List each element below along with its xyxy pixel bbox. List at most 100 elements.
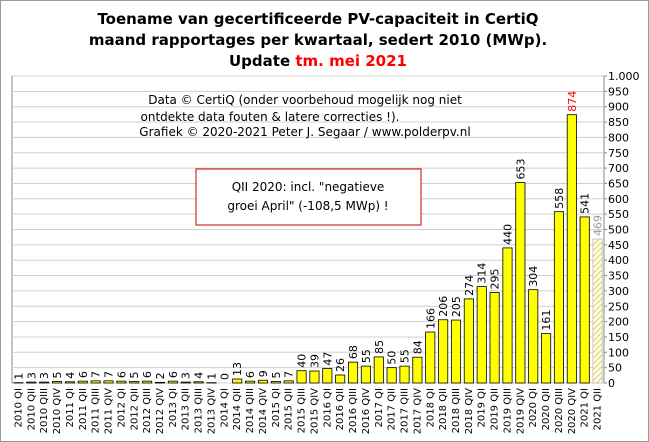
x-tick-label: 2013 QII	[181, 388, 192, 430]
value-label: 84	[411, 340, 424, 354]
subtitle: Update tm. mei 2021	[229, 52, 407, 70]
bar	[90, 380, 101, 384]
value-label: 6	[167, 371, 180, 378]
value-label: 0	[218, 373, 231, 380]
x-tick-label: 2010 QI	[13, 388, 24, 427]
bar	[232, 378, 243, 384]
x-tick-label: 2012 QI	[116, 388, 127, 427]
y-tick-label: 450	[608, 239, 629, 252]
value-label: 9	[257, 370, 270, 377]
value-label: 6	[244, 371, 257, 378]
bar	[309, 370, 320, 384]
value-label: 205	[450, 296, 463, 317]
bar	[386, 367, 397, 384]
bar	[26, 381, 37, 384]
y-tick-label: 150	[608, 331, 629, 344]
x-tick-label: 2011 QIII	[91, 388, 102, 433]
x-tick-label: 2013 QI	[168, 388, 179, 427]
y-tick-label: 0	[608, 377, 615, 390]
value-label: 558	[553, 188, 566, 209]
bar	[270, 381, 281, 384]
bar	[154, 381, 166, 384]
value-label: 440	[501, 224, 514, 245]
x-tick-label: 2010 QIII	[39, 388, 50, 433]
bar	[77, 380, 88, 384]
value-label: 3	[38, 372, 51, 379]
x-tick-label: 2017 QIII	[400, 388, 411, 433]
value-label: 85	[373, 340, 386, 354]
x-tick-label: 2014 QIV	[258, 388, 269, 434]
bar	[116, 380, 127, 384]
x-tick-label: 2013 QIV	[206, 388, 217, 434]
y-tick-label: 350	[608, 270, 629, 283]
value-label: 295	[489, 268, 502, 289]
bar	[592, 238, 603, 384]
value-label: 4	[193, 372, 206, 379]
bar	[64, 381, 75, 384]
bar	[528, 289, 539, 384]
subtitle-highlight: tm. mei 2021	[295, 52, 407, 70]
value-label: 874	[566, 91, 579, 112]
x-tick-label: 2018 QI	[425, 388, 436, 427]
value-label: 5	[128, 371, 141, 378]
bar	[425, 331, 436, 384]
x-tick-label: 2017 QIV	[412, 388, 423, 434]
x-tick-label: 2021 QII	[593, 388, 604, 430]
value-label: 6	[77, 371, 90, 378]
x-tick-label: 2020 QII	[541, 388, 552, 430]
bar	[399, 365, 410, 384]
bar	[103, 380, 114, 384]
x-tick-label: 2015 QIII	[297, 388, 308, 433]
x-tick-label: 2018 QIII	[451, 388, 462, 433]
value-label: 274	[463, 275, 476, 296]
x-tick-label: 2014 QIII	[245, 388, 256, 433]
value-label: 6	[115, 371, 128, 378]
y-tick-label: 200	[608, 316, 629, 329]
value-label: 3	[25, 372, 38, 379]
value-label: 39	[308, 354, 321, 368]
x-tick-label: 2015 QII	[284, 388, 295, 430]
value-label: 161	[540, 310, 553, 331]
bar	[579, 216, 590, 384]
y-tick-label: 800	[608, 131, 629, 144]
y-tick-label: 550	[608, 208, 629, 221]
x-tick-label: 2019 QIV	[515, 388, 526, 434]
value-label: 7	[103, 371, 116, 378]
bar	[412, 356, 423, 384]
x-tick-label: 2016 QI	[322, 388, 333, 427]
value-label: 2	[154, 372, 167, 379]
x-tick-label: 2018 QII	[438, 388, 449, 430]
y-tick-label: 300	[608, 285, 629, 298]
bar	[541, 333, 552, 384]
value-label: 47	[321, 352, 334, 366]
bar	[553, 211, 564, 384]
annotation: Grafiek © 2020-2021 Peter J. Segaar / ww…	[139, 125, 470, 139]
bar	[373, 356, 384, 384]
y-tick-label: 650	[608, 177, 629, 190]
y-tick-label: 400	[608, 254, 629, 267]
y-tick-label: 750	[608, 147, 629, 160]
x-tick-label: 2020 QIII	[554, 388, 565, 433]
x-tick-label: 2017 QII	[387, 388, 398, 430]
x-tick-label: 2021 QI	[580, 388, 591, 427]
y-tick-label: 600	[608, 193, 629, 206]
x-tick-label: 2014 QI	[219, 388, 230, 427]
value-label: 55	[399, 349, 412, 363]
value-label: 55	[360, 349, 373, 363]
value-label: 304	[527, 266, 540, 287]
value-label: 4	[64, 372, 77, 379]
y-tick-label: 1.000	[608, 70, 640, 83]
chart-title: Toename van gecertificeerde PV-capacitei…	[97, 10, 538, 28]
bar	[52, 381, 63, 384]
x-tick-label: 2013 QIII	[194, 388, 205, 433]
callout: QII 2020: incl. "negatieve	[232, 180, 385, 194]
value-label: 206	[437, 296, 450, 317]
bar	[489, 292, 500, 384]
callout-box	[195, 168, 422, 226]
y-tick-label: 950	[608, 85, 629, 98]
value-label: 653	[514, 159, 527, 180]
bar	[245, 380, 256, 384]
x-tick-label: 2015 QI	[271, 388, 282, 427]
x-tick-label: 2020 QIV	[567, 388, 578, 434]
